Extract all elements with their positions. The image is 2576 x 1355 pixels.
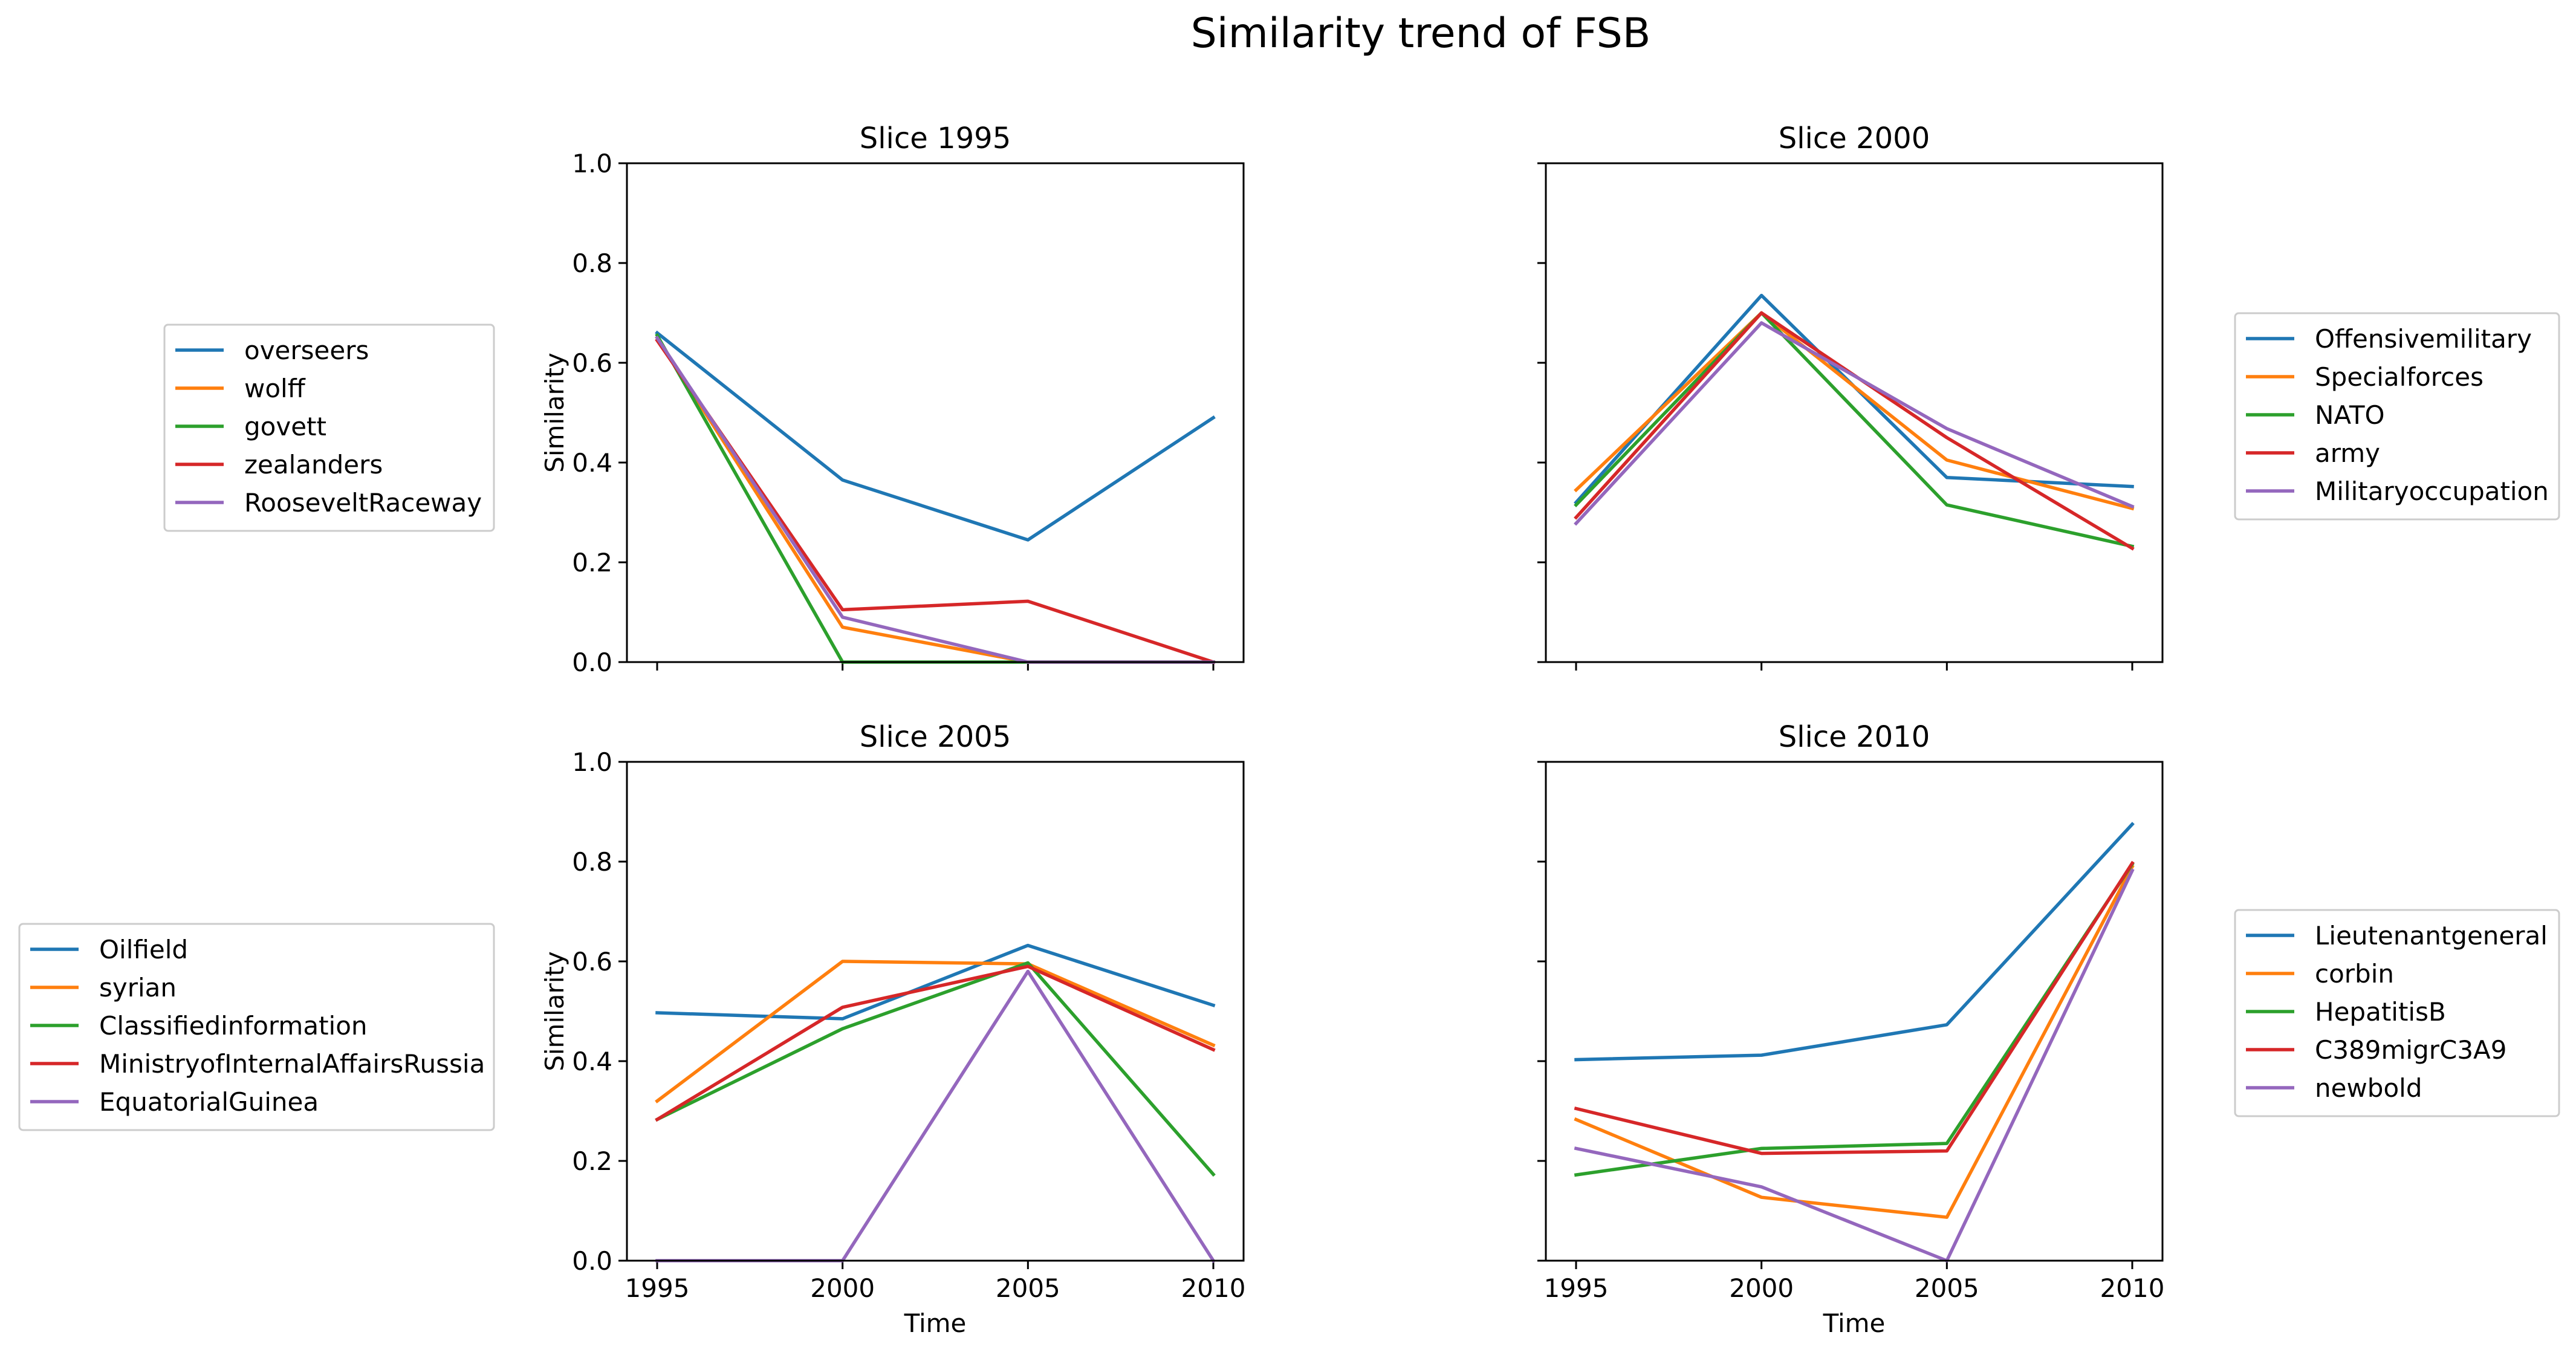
legend-label: govett: [244, 412, 326, 441]
legend-label: Lieutenantgeneral: [2315, 921, 2548, 950]
legend-label: corbin: [2315, 959, 2394, 989]
subplot-2: Slice 2000 Offensivemilitary Specialforces…: [1537, 122, 2560, 671]
axes-frame: [1545, 162, 2164, 663]
legend-label: Militaryoccupation: [2315, 476, 2549, 506]
y-tick-label: 1.0: [572, 149, 612, 178]
x-tick-label: 2005: [1915, 1273, 1979, 1303]
legend-label: RooseveltRaceway: [244, 488, 482, 518]
subplot-title: Slice 1995: [860, 122, 1011, 155]
x-tick-label: 2010: [1181, 1273, 1246, 1303]
series-line-C389migrC3A9: [1574, 860, 2135, 1155]
panels-layer: Slice 1995 0.0 0.2 0.4 0.6 0.8 1.0 Similarity ov…: [18, 122, 2560, 1338]
series-line-corbin: [1574, 864, 2135, 1219]
legend-box: [2234, 909, 2560, 1117]
legend-label: C389migrC3A9: [2315, 1035, 2507, 1065]
y-tick-label: 0.0: [572, 648, 612, 677]
x-tick-label: 2010: [2100, 1273, 2165, 1303]
axes-frame: [1545, 761, 2164, 1262]
y-tick-label: 0.8: [572, 249, 612, 278]
x-tick-label: 1995: [1544, 1273, 1609, 1303]
x-tick-label: 2000: [1729, 1273, 1794, 1303]
legend-label: EquatorialGuinea: [99, 1087, 319, 1117]
x-axis-label: Time: [904, 1308, 967, 1338]
figure-title: Similarity trend of FSB: [1191, 10, 1651, 57]
y-tick-label: 0.4: [572, 448, 612, 478]
legend-label: overseers: [244, 336, 369, 365]
legend: Oilfield syrian Classifiedinformation Minis…: [18, 923, 495, 1131]
legend-label: Classifiedinformation: [99, 1011, 368, 1041]
y-tick-label: 0.2: [572, 548, 612, 577]
y-tick-label: 0.6: [572, 348, 612, 378]
legend-label: HepatitisB: [2315, 997, 2446, 1027]
legend-label: Oilfield: [99, 935, 188, 964]
y-tick-label: 1.0: [572, 747, 612, 777]
legend-box: [18, 923, 495, 1131]
y-tick-label: 0.6: [572, 947, 612, 976]
y-tick-label: 0.2: [572, 1146, 612, 1176]
legend-box: [163, 323, 495, 532]
y-tick-label: 0.8: [572, 847, 612, 877]
y-axis-label: Similarity: [540, 951, 569, 1071]
legend-label: army: [2315, 438, 2380, 468]
x-tick-label: 2000: [810, 1273, 875, 1303]
y-axis-label: Similarity: [540, 353, 569, 473]
series-line-Militaryoccupation: [1574, 321, 2135, 526]
series-line-Lieutenantgeneral: [1574, 822, 2135, 1062]
series-line-Oilfield: [655, 943, 1216, 1021]
legend-box: [2234, 312, 2560, 521]
y-tick-label: 0.0: [572, 1246, 612, 1276]
series-line-newbold: [1574, 868, 2135, 1262]
x-tick-label: 1995: [625, 1273, 690, 1303]
subplot-title: Slice 2000: [1779, 122, 1930, 155]
legend-label: NATO: [2315, 400, 2385, 430]
legend-label: Offensivemilitary: [2315, 324, 2532, 354]
legend: Offensivemilitary Specialforces NATO army Mi…: [2234, 312, 2560, 521]
series-line-HepatitisB: [1574, 862, 2135, 1177]
y-tick-label: 0.4: [572, 1047, 612, 1076]
legend-label: newbold: [2315, 1073, 2422, 1103]
legend: Lieutenantgeneral corbin HepatitisB C389mig…: [2234, 909, 2560, 1117]
subplot-4: Slice 2010 1995 2000 2005 2010 Time Lieutenant…: [1537, 720, 2560, 1338]
axes-frame: [626, 162, 1245, 663]
axes-frame: [626, 761, 1245, 1262]
subplot-1: Slice 1995 0.0 0.2 0.4 0.6 0.8 1.0 Similarity ov…: [163, 122, 1245, 677]
series-line-Specialforces: [1574, 311, 2135, 511]
legend-label: syrian: [99, 973, 177, 1002]
subplot-title: Slice 2010: [1779, 720, 1930, 754]
x-tick-label: 2005: [996, 1273, 1060, 1303]
legend: overseers wolff govett zealanders RooseveltR…: [163, 323, 495, 532]
legend-label: zealanders: [244, 450, 383, 479]
legend-label: MinistryofInternalAffairsRussia: [99, 1049, 485, 1079]
subplot-title: Slice 2005: [860, 720, 1011, 754]
series-line-NATO: [1574, 311, 2135, 548]
subplot-3: Slice 2005 0.0 0.2 0.4 0.6 0.8 1.0 1995 2000 2005…: [18, 720, 1246, 1338]
series-line-Classifiedinformation: [655, 961, 1216, 1177]
legend-label: wolff: [244, 374, 306, 403]
series-line-overseers: [655, 330, 1216, 542]
series-line-syrian: [655, 960, 1216, 1103]
x-axis-label: Time: [1823, 1308, 1886, 1338]
legend-label: Specialforces: [2315, 362, 2484, 392]
series-line-MinistryofInternalAffairsRussia: [655, 964, 1216, 1122]
